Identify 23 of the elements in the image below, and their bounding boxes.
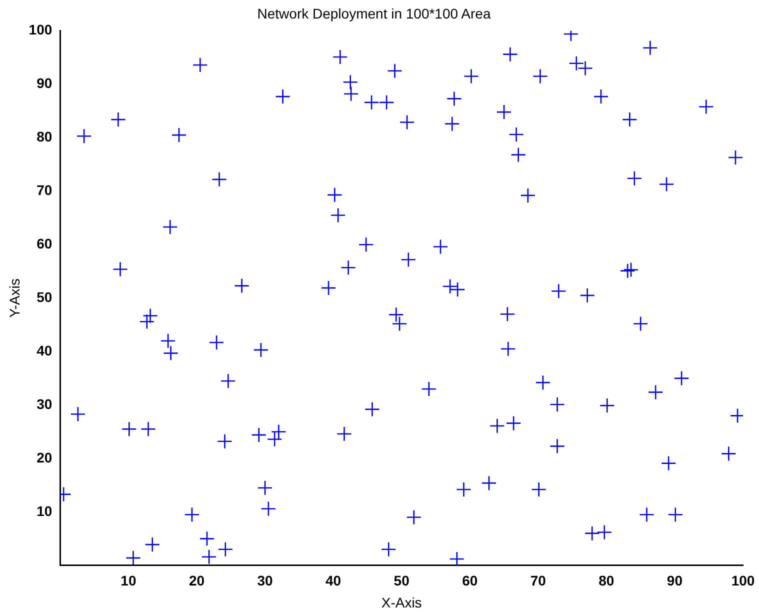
y-tick-label: 40: [36, 342, 52, 358]
x-tick-label: 60: [462, 572, 478, 589]
y-tick-label: 30: [36, 396, 52, 412]
x-tick-label: 30: [257, 572, 274, 589]
y-tick-label: 100: [28, 22, 52, 38]
x-tick-label: 70: [530, 572, 546, 589]
y-tick-label: 60: [36, 236, 52, 252]
y-tick-label: 10: [36, 502, 52, 519]
y-tick-label: 90: [36, 75, 52, 92]
chart-title: Network Deployment in 100*100 Area: [257, 5, 491, 22]
y-tick-label: 80: [36, 128, 52, 145]
y-axis-title: Y-Axis: [6, 278, 22, 318]
x-tick-label: 20: [188, 572, 205, 589]
x-tick-label: 90: [666, 572, 683, 589]
x-tick-label: 10: [120, 572, 136, 589]
x-tick-label: 40: [326, 572, 342, 589]
x-tick-label: 50: [394, 572, 410, 589]
x-axis-title: X-Axis: [381, 594, 422, 610]
x-tick-label: 80: [598, 572, 614, 589]
y-tick-label: 50: [36, 288, 52, 305]
y-tick-label: 70: [36, 182, 52, 198]
x-tick-label: 100: [731, 572, 755, 589]
y-tick-label: 20: [36, 449, 52, 466]
